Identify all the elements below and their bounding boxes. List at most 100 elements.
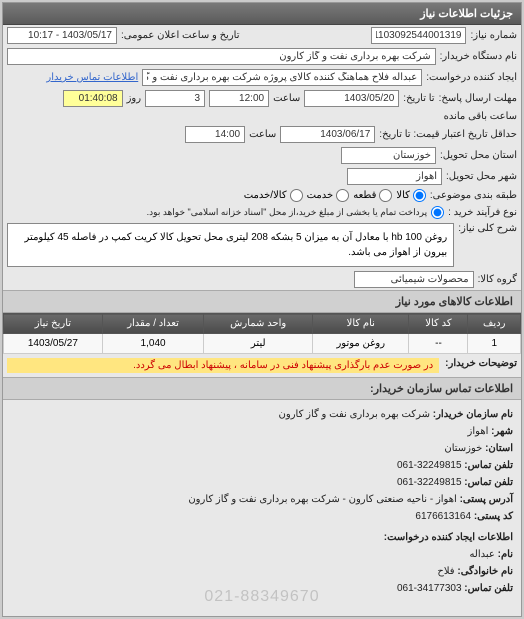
creator-name-label: نام:: [498, 549, 513, 560]
general-desc-text: روغن hb 100 با معادل آن به میزان 5 بشکه …: [7, 223, 454, 267]
row-purchase-type: نوع فرآیند خرید : پرداخت تمام یا بخشی از…: [3, 204, 521, 221]
contact-postalcode: 61766131​64: [415, 511, 471, 522]
panel-header: جزئیات اطلاعات نیاز: [3, 3, 521, 25]
th-0: ردیف: [468, 314, 521, 334]
deadline-days-label: روز: [127, 93, 142, 104]
validity-time-field[interactable]: [185, 126, 245, 143]
packaging-radio-3[interactable]: [290, 189, 303, 202]
need-details-panel: جزئیات اطلاعات نیاز شماره نیاز: تاریخ و …: [2, 2, 522, 617]
contact-postal: اهواز - ناحیه صنعتی کارون - شرکت بهره بر…: [188, 494, 456, 505]
general-desc-label: شرح کلی نیاز:: [458, 223, 517, 234]
deadline-days-field[interactable]: [145, 90, 205, 107]
th-2: نام کالا: [313, 314, 409, 334]
goods-table-section-title: اطلاعات کالاهای مورد نیاز: [3, 290, 521, 313]
row-requester-org: نام دستگاه خریدار:: [3, 46, 521, 67]
packaging-radio-1[interactable]: [379, 189, 392, 202]
td-2: روغن موتور: [313, 334, 409, 354]
row-goods-group: گروه کالا:: [3, 269, 521, 290]
buyer-notes-text: در صورت عدم بارگذاری پیشنهاد فنی در ساما…: [7, 358, 439, 373]
deadline-remaining-field: [63, 90, 123, 107]
deadline-time-field[interactable]: [209, 90, 269, 107]
goods-group-field[interactable]: [354, 271, 474, 288]
delivery-province-field[interactable]: [341, 147, 436, 164]
validity-date-field[interactable]: [280, 126, 375, 143]
contact-org-label: نام سازمان خریدار:: [433, 409, 513, 420]
row-delivery-city: شهر محل تحویل:: [3, 166, 521, 187]
buyer-notes-label: توضیحات خریدار:: [445, 358, 517, 373]
deadline-date-field[interactable]: [304, 90, 399, 107]
contact-phone: 32249815-061: [397, 460, 462, 471]
requester-creator-label: ایجاد کننده درخواست:: [426, 72, 517, 83]
requester-org-label: نام دستگاه خریدار:: [440, 51, 517, 62]
packaging-opt-label-1: قطعه: [353, 190, 376, 201]
contact-block: نام سازمان خریدار: شرکت بهره برداری نفت …: [3, 400, 521, 616]
row-delivery-province: استان محل تحویل:: [3, 145, 521, 166]
td-1: --: [409, 334, 468, 354]
packaging-opt-label-3: کالا/خدمت: [244, 190, 287, 201]
contact-fax-label: تلفن تماس:: [464, 477, 513, 488]
contact-phone-label: تلفن تماس:: [464, 460, 513, 471]
row-requester-creator: ایجاد کننده درخواست: اطلاعات تماس خریدار: [3, 67, 521, 88]
row-validity: حداقل تاریخ اعتبار قیمت: تا تاریخ: ساعت: [3, 124, 521, 145]
packaging-option-1[interactable]: قطعه: [353, 189, 392, 202]
creator-family: فلاح: [437, 566, 454, 577]
td-4: 1,040: [102, 334, 204, 354]
deadline-label: مهلت ارسال پاسخ:: [439, 93, 517, 104]
contact-province: خوزستان: [444, 443, 482, 454]
announce-field[interactable]: [7, 27, 117, 44]
need-number-label: شماره نیاز:: [470, 30, 517, 41]
contact-province-label: استان:: [485, 443, 513, 454]
need-number-field[interactable]: [371, 27, 466, 44]
validity-label: حداقل تاریخ اعتبار قیمت: تا تاریخ:: [379, 129, 517, 140]
requester-creator-field[interactable]: [142, 69, 422, 86]
deadline-remaining-label: ساعت باقی مانده: [444, 111, 517, 122]
goods-table: ردیف کد کالا نام کالا واحد شمارش تعداد /…: [3, 313, 521, 354]
contact-org: شرکت بهره برداری نفت و گاز کارون: [279, 409, 430, 420]
row-packaging: طبقه بندی موضوعی: کالا قطعه خدمت کالا/خد…: [3, 187, 521, 204]
purchase-type-option[interactable]: [431, 206, 444, 219]
creator-family-label: نام خانوادگی:: [457, 566, 513, 577]
row-need-number: شماره نیاز: تاریخ و ساعت اعلان عمومی:: [3, 25, 521, 46]
contact-fax: 32249815-061: [397, 477, 462, 488]
packaging-option-0[interactable]: کالا: [396, 189, 426, 202]
packaging-option-3[interactable]: کالا/خدمت: [244, 189, 303, 202]
packaging-label: طبقه بندی موضوعی:: [430, 190, 517, 201]
watermark-text: 021-88349670: [11, 583, 513, 610]
purchase-type-radio[interactable]: [431, 206, 444, 219]
row-buyer-notes: توضیحات خریدار: در صورت عدم بارگذاری پیش…: [3, 354, 521, 377]
packaging-option-2[interactable]: خدمت: [307, 189, 350, 202]
goods-group-label: گروه کالا:: [478, 274, 517, 285]
delivery-city-label: شهر محل تحویل:: [446, 171, 517, 182]
td-5: 1403/05/27: [4, 334, 103, 354]
contact-postal-label: آدرس پستی:: [460, 494, 513, 505]
creator-section-title: اطلاعات ایجاد کننده درخواست:: [11, 529, 513, 546]
th-3: واحد شمارش: [204, 314, 313, 334]
td-3: لیتر: [204, 334, 313, 354]
th-4: تعداد / مقدار: [102, 314, 204, 334]
packaging-radio-2[interactable]: [336, 189, 349, 202]
packaging-opt-label-2: خدمت: [307, 190, 334, 201]
contact-city-label: شهر:: [491, 426, 513, 437]
contact-postalcode-label: کد پستی:: [474, 511, 513, 522]
contact-city: اهواز: [468, 426, 489, 437]
packaging-opt-label-0: کالا: [396, 190, 410, 201]
packaging-radio-0[interactable]: [413, 189, 426, 202]
creator-name: عبداله: [469, 549, 494, 560]
delivery-city-field[interactable]: [347, 168, 442, 185]
purchase-type-note: پرداخت تمام یا بخشی از مبلغ خرید،از محل …: [147, 207, 427, 218]
requester-org-field[interactable]: [7, 48, 436, 65]
td-0: 1: [468, 334, 521, 354]
deadline-time-label: ساعت: [273, 93, 300, 104]
delivery-province-label: استان محل تحویل:: [440, 150, 517, 161]
validity-time-label: ساعت: [249, 129, 276, 140]
table-row[interactable]: 1 -- روغن موتور لیتر 1,040 1403/05/27: [4, 334, 521, 354]
row-response-deadline: مهلت ارسال پاسخ: تا تاریخ: ساعت روز ساعت…: [3, 88, 521, 124]
purchase-type-label: نوع فرآیند خرید :: [448, 207, 517, 218]
deadline-to-label: تا تاریخ:: [403, 93, 434, 104]
contact-section-title: اطلاعات تماس سازمان خریدار:: [3, 377, 521, 400]
row-general-desc: شرح کلی نیاز: روغن hb 100 با معادل آن به…: [3, 221, 521, 269]
th-5: تاریخ نیاز: [4, 314, 103, 334]
table-header-row: ردیف کد کالا نام کالا واحد شمارش تعداد /…: [4, 314, 521, 334]
buyer-contact-link[interactable]: اطلاعات تماس خریدار: [46, 72, 138, 83]
announce-label: تاریخ و ساعت اعلان عمومی:: [121, 30, 240, 41]
